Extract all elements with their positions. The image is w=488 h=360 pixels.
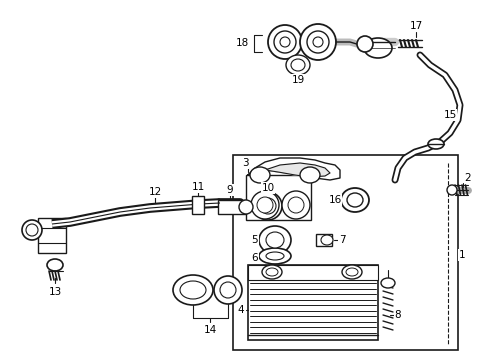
Ellipse shape	[265, 232, 284, 248]
Ellipse shape	[265, 252, 284, 260]
Text: 13: 13	[48, 287, 61, 297]
Bar	[218, 200, 245, 214]
Ellipse shape	[287, 197, 304, 213]
Ellipse shape	[47, 259, 63, 271]
Text: 3: 3	[241, 158, 248, 168]
Ellipse shape	[265, 268, 278, 276]
Bar	[38, 218, 66, 253]
Ellipse shape	[341, 265, 361, 279]
Bar	[247, 265, 377, 280]
Text: 1: 1	[458, 250, 465, 260]
Text: 4: 4	[237, 305, 244, 315]
Ellipse shape	[312, 37, 323, 47]
Ellipse shape	[267, 25, 302, 59]
Text: 15: 15	[443, 110, 456, 120]
Ellipse shape	[363, 38, 391, 58]
Ellipse shape	[340, 188, 368, 212]
Bar	[315, 234, 331, 246]
Text: 10: 10	[261, 183, 274, 193]
Ellipse shape	[180, 281, 205, 299]
Ellipse shape	[173, 275, 213, 305]
Ellipse shape	[262, 265, 282, 279]
Ellipse shape	[253, 192, 282, 220]
Text: 5: 5	[251, 235, 258, 245]
Ellipse shape	[214, 276, 242, 304]
Bar	[232, 155, 457, 350]
Ellipse shape	[260, 198, 275, 214]
Ellipse shape	[273, 31, 295, 53]
Text: 9: 9	[226, 185, 233, 195]
Ellipse shape	[380, 278, 394, 288]
Ellipse shape	[249, 167, 269, 183]
Text: 11: 11	[191, 182, 204, 192]
Ellipse shape	[427, 139, 443, 149]
Ellipse shape	[356, 36, 372, 52]
Text: 17: 17	[408, 21, 422, 31]
Text: 6: 6	[251, 253, 258, 263]
Ellipse shape	[282, 191, 309, 219]
Ellipse shape	[306, 31, 328, 53]
Polygon shape	[264, 163, 329, 177]
Ellipse shape	[259, 248, 290, 264]
Text: 16: 16	[328, 195, 341, 205]
Text: 19: 19	[291, 75, 304, 85]
Ellipse shape	[299, 24, 335, 60]
Ellipse shape	[446, 185, 456, 195]
Ellipse shape	[26, 224, 38, 236]
Ellipse shape	[257, 197, 272, 213]
Ellipse shape	[285, 55, 309, 75]
Ellipse shape	[290, 59, 305, 71]
Text: 18: 18	[235, 38, 248, 48]
Text: 12: 12	[148, 187, 162, 197]
Text: 2: 2	[464, 173, 470, 183]
Ellipse shape	[280, 37, 289, 47]
Ellipse shape	[320, 235, 332, 245]
Ellipse shape	[239, 200, 252, 214]
Bar	[247, 265, 377, 340]
Ellipse shape	[22, 220, 42, 240]
Polygon shape	[247, 158, 339, 180]
Ellipse shape	[346, 193, 362, 207]
Ellipse shape	[299, 167, 319, 183]
Text: 7: 7	[338, 235, 345, 245]
Ellipse shape	[250, 191, 279, 219]
Ellipse shape	[220, 282, 236, 298]
Text: 14: 14	[203, 325, 216, 335]
Ellipse shape	[259, 226, 290, 254]
Text: 8: 8	[394, 310, 401, 320]
Bar	[192, 196, 203, 214]
Bar	[245, 175, 310, 220]
Ellipse shape	[346, 268, 357, 276]
